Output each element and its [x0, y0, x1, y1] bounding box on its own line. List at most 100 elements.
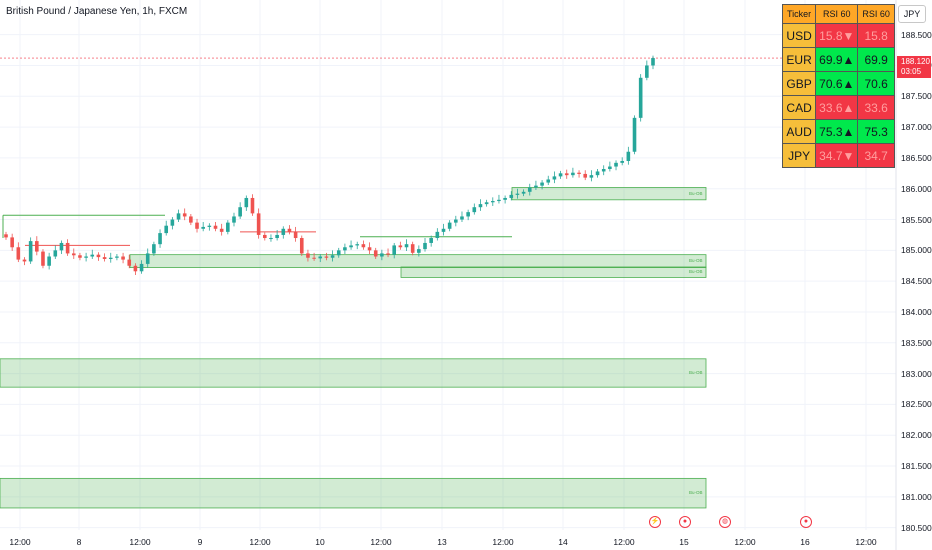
candle[interactable] — [330, 255, 335, 258]
candle[interactable] — [59, 242, 64, 251]
candle[interactable] — [219, 228, 224, 232]
candle[interactable] — [263, 234, 267, 239]
candle[interactable] — [614, 162, 618, 167]
candle[interactable] — [355, 244, 360, 246]
candle[interactable] — [571, 172, 575, 176]
candle[interactable] — [269, 238, 273, 240]
candle[interactable] — [638, 77, 643, 118]
candle[interactable] — [478, 204, 483, 208]
candle[interactable] — [312, 257, 316, 259]
candle[interactable] — [552, 176, 557, 180]
candle[interactable] — [429, 238, 433, 243]
candle[interactable] — [35, 241, 39, 252]
candle[interactable] — [515, 193, 520, 195]
candle[interactable] — [454, 219, 458, 223]
globe-icon[interactable]: ◍ — [719, 516, 731, 528]
candle[interactable] — [417, 249, 421, 253]
candle[interactable] — [564, 173, 569, 176]
candle[interactable] — [102, 257, 107, 259]
candle[interactable] — [306, 253, 310, 258]
candle[interactable] — [447, 222, 452, 229]
candle[interactable] — [361, 244, 366, 248]
candle[interactable] — [299, 238, 304, 254]
candle[interactable] — [71, 253, 76, 256]
candle[interactable] — [527, 187, 532, 192]
candle[interactable] — [466, 212, 470, 217]
candle[interactable] — [90, 254, 95, 257]
candle[interactable] — [380, 253, 384, 257]
candle[interactable] — [404, 244, 409, 248]
candle[interactable] — [534, 185, 538, 188]
candle[interactable] — [620, 160, 624, 163]
candle[interactable] — [182, 213, 187, 217]
candle[interactable] — [176, 213, 181, 220]
candle[interactable] — [632, 117, 637, 152]
order-block-zone[interactable] — [511, 187, 707, 201]
candle[interactable] — [601, 169, 606, 172]
candle[interactable] — [121, 256, 125, 260]
candle[interactable] — [521, 191, 526, 194]
order-block-zone[interactable] — [0, 477, 707, 509]
candle[interactable] — [398, 245, 403, 248]
candle[interactable] — [608, 166, 612, 169]
candle[interactable] — [460, 216, 464, 220]
candle[interactable] — [139, 263, 144, 272]
event-dot-icon[interactable]: ● — [800, 516, 812, 528]
candle[interactable] — [410, 244, 415, 253]
candle[interactable] — [28, 241, 33, 262]
candle[interactable] — [78, 255, 82, 258]
candle[interactable] — [158, 233, 162, 245]
candle[interactable] — [558, 173, 563, 177]
candle[interactable] — [232, 216, 236, 223]
candle[interactable] — [65, 242, 70, 254]
candle[interactable] — [287, 228, 292, 232]
candle[interactable] — [256, 213, 261, 235]
candle[interactable] — [503, 197, 507, 200]
candle[interactable] — [367, 247, 372, 251]
candle[interactable] — [318, 256, 323, 259]
candle[interactable] — [133, 265, 138, 272]
candle[interactable] — [589, 175, 594, 178]
candle[interactable] — [201, 226, 205, 229]
candle[interactable] — [392, 245, 396, 255]
candle[interactable] — [244, 197, 249, 208]
candle[interactable] — [490, 201, 495, 203]
candle[interactable] — [281, 228, 286, 235]
event-dot-icon[interactable]: ● — [679, 516, 691, 528]
candle[interactable] — [540, 182, 544, 186]
candle[interactable] — [238, 207, 242, 217]
candle[interactable] — [423, 242, 427, 250]
candle[interactable] — [127, 259, 132, 266]
candle[interactable] — [22, 259, 27, 262]
candle[interactable] — [472, 207, 477, 213]
candle[interactable] — [497, 199, 501, 202]
order-block-zone[interactable] — [400, 266, 707, 278]
order-block-zone[interactable] — [129, 254, 707, 269]
order-block-zone[interactable] — [0, 358, 707, 388]
candle[interactable] — [435, 231, 440, 239]
candle[interactable] — [84, 256, 88, 258]
candle[interactable] — [115, 256, 119, 258]
candle[interactable] — [250, 197, 255, 214]
candle[interactable] — [546, 179, 551, 183]
candle[interactable] — [441, 228, 446, 232]
candle[interactable] — [626, 151, 631, 161]
candle[interactable] — [16, 247, 21, 260]
candle[interactable] — [595, 171, 600, 176]
candle[interactable] — [645, 65, 649, 78]
candle[interactable] — [207, 225, 212, 227]
candle[interactable] — [275, 234, 279, 239]
candle[interactable] — [509, 194, 514, 198]
candle[interactable] — [293, 231, 298, 239]
candle[interactable] — [189, 216, 193, 223]
candle[interactable] — [484, 202, 489, 205]
candle[interactable] — [108, 257, 113, 259]
lightning-icon[interactable]: ⚡ — [649, 516, 661, 528]
candle[interactable] — [349, 245, 353, 248]
candle[interactable] — [583, 173, 588, 178]
candle[interactable] — [324, 256, 329, 258]
candle[interactable] — [373, 250, 378, 257]
currency-button[interactable]: JPY — [898, 5, 926, 23]
candle[interactable] — [10, 237, 14, 248]
